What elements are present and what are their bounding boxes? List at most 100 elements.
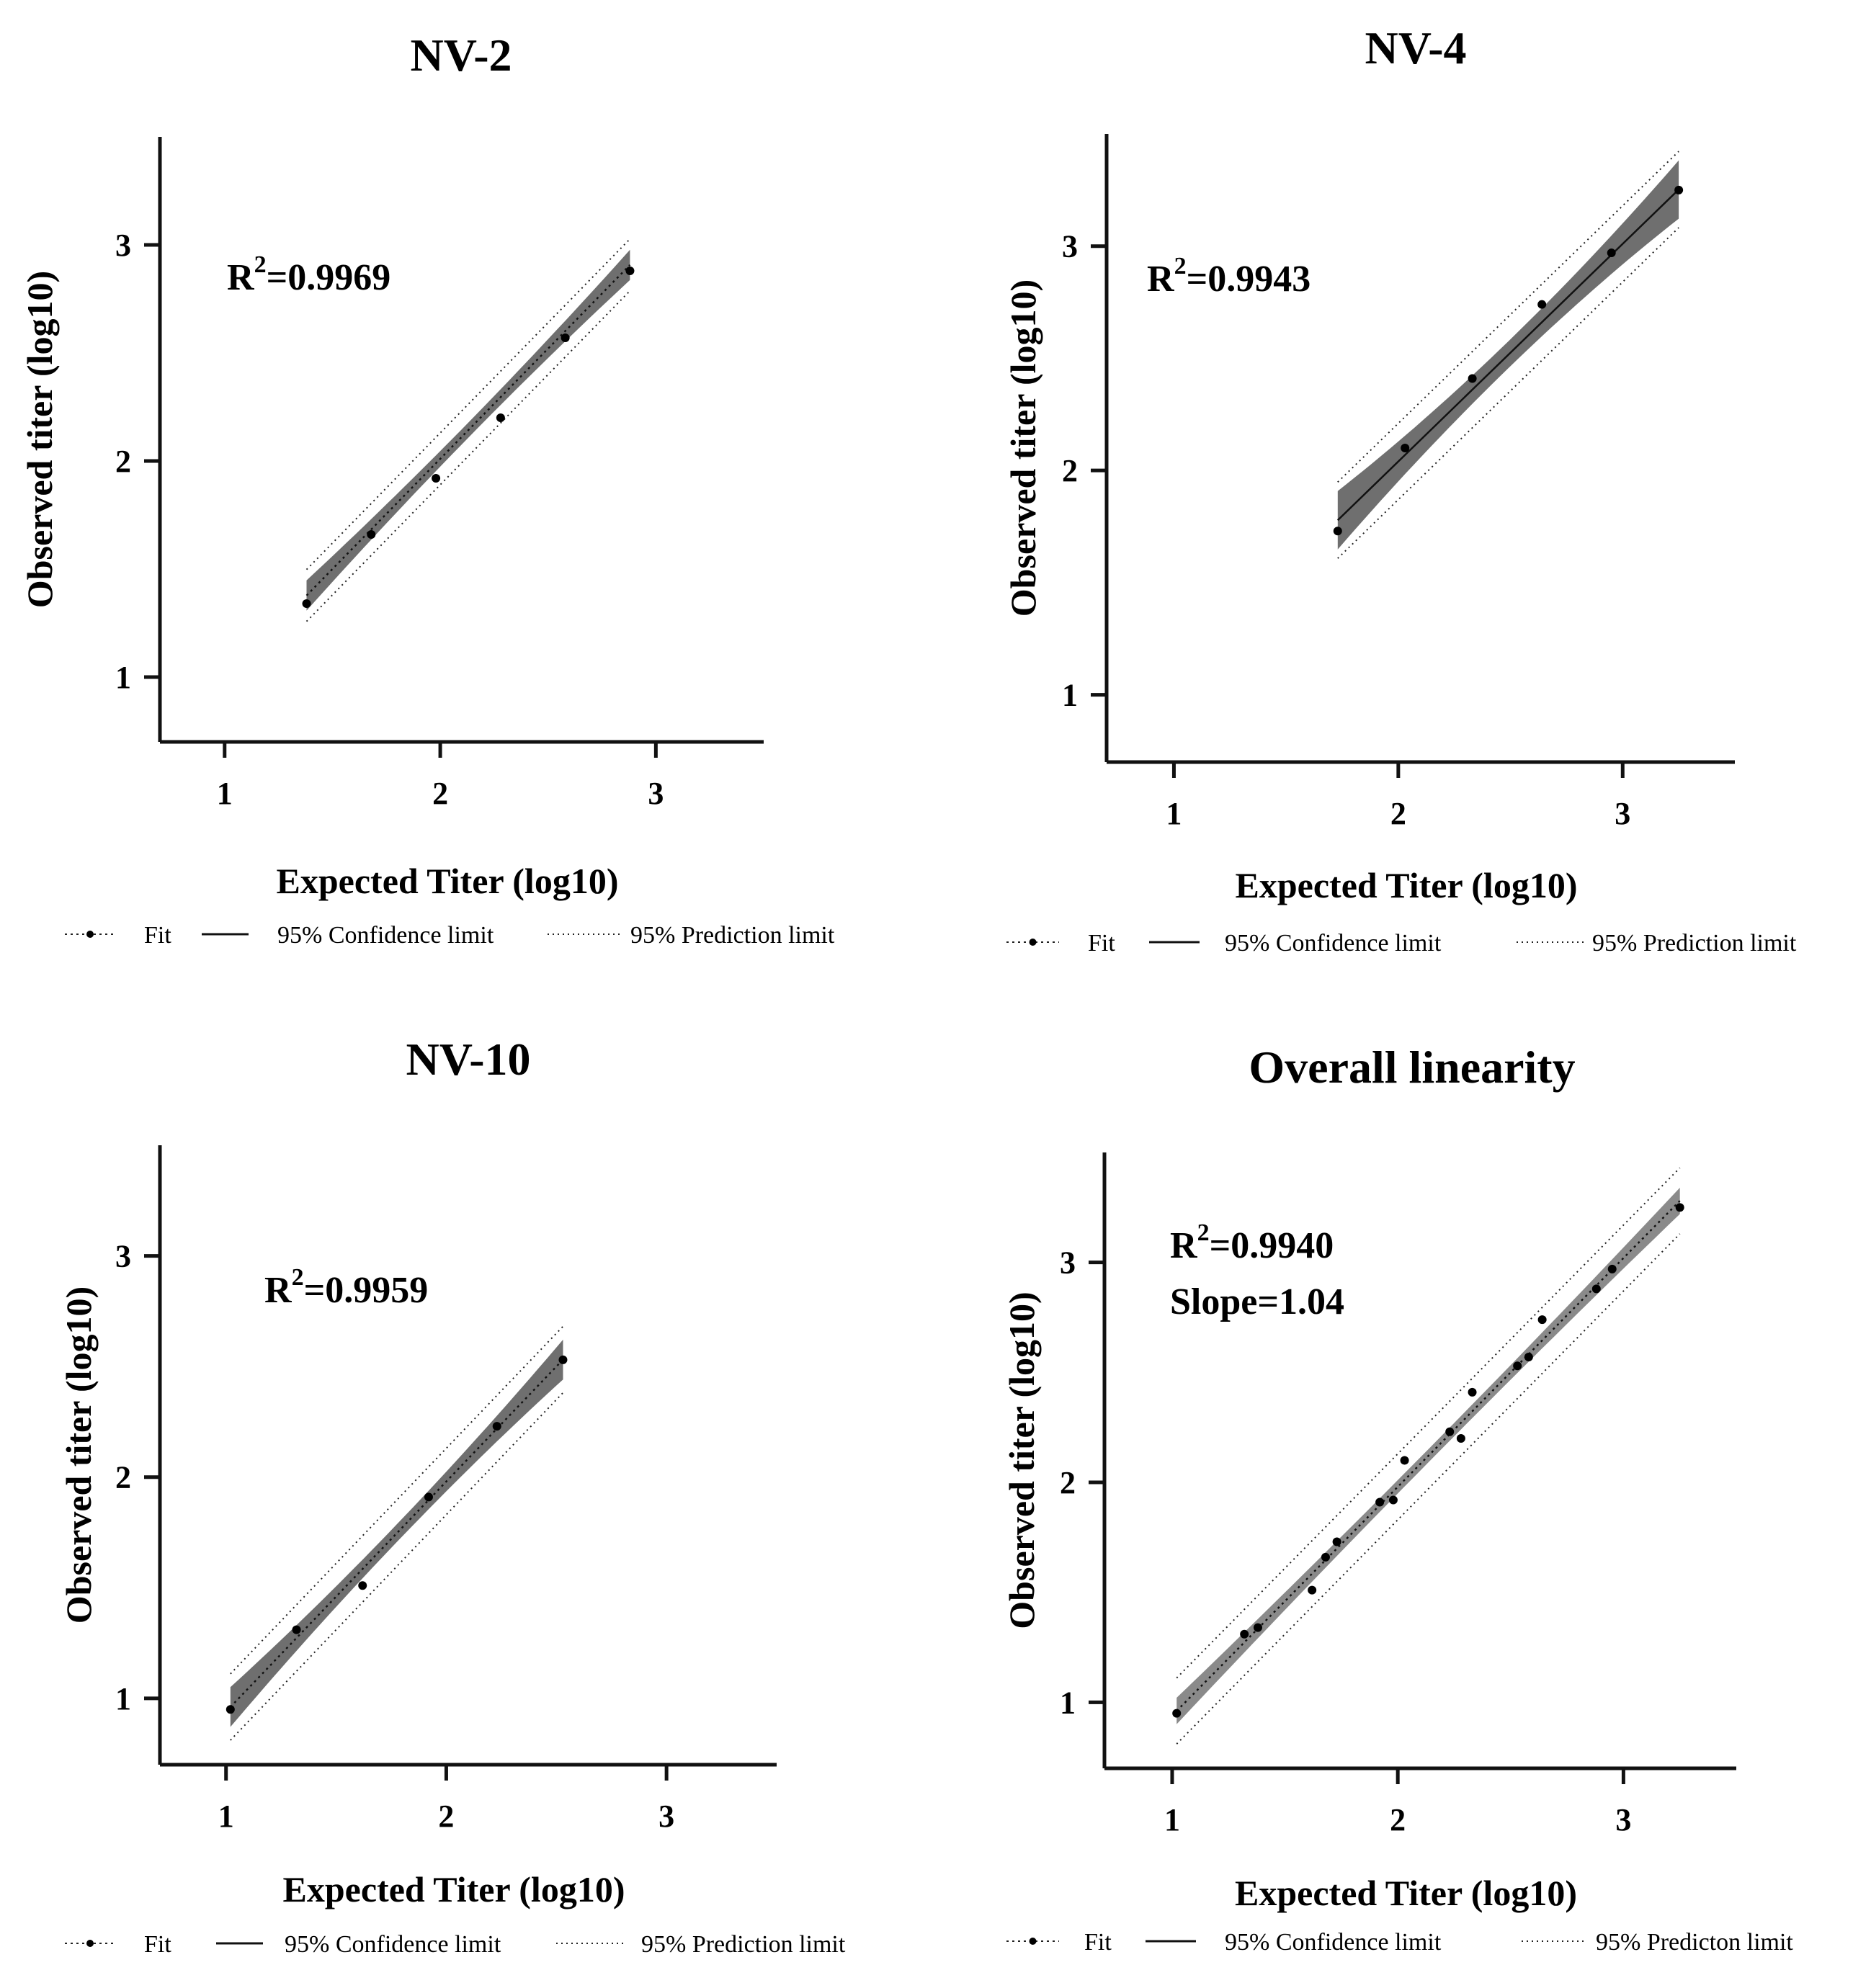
x-tick-label: 3 <box>648 776 664 811</box>
data-point <box>1591 1284 1601 1294</box>
y-tick-label: 1 <box>1060 1685 1076 1720</box>
r-squared-superscript: 2 <box>254 251 267 278</box>
y-tick-label: 3 <box>1062 229 1078 264</box>
legend-prediction-label: 95% Prediction limit <box>1592 930 1797 957</box>
data-point <box>424 1492 433 1502</box>
x-tick-label: 3 <box>1615 796 1630 831</box>
x-tick-label: 1 <box>1166 796 1182 831</box>
legend-fit-label: Fit <box>1084 1929 1112 1956</box>
prediction-limit-lower <box>230 1392 564 1741</box>
legend-fit-point <box>1029 1938 1037 1945</box>
x-tick-label: 3 <box>658 1799 674 1834</box>
data-point <box>1375 1497 1385 1507</box>
data-point <box>496 413 505 422</box>
data-point <box>561 333 570 342</box>
legend-fit-label: Fit <box>144 1931 171 1958</box>
chart-title: NV-10 <box>406 1034 531 1085</box>
x-tick-label: 1 <box>217 776 233 811</box>
data-point <box>1253 1623 1262 1632</box>
data-point <box>1400 1456 1409 1465</box>
r-squared-superscript: 2 <box>1174 253 1187 279</box>
legend-prediction-label: 95% Prediction limit <box>641 1931 846 1958</box>
data-point <box>1456 1433 1465 1443</box>
chart-title: Overall linearity <box>1249 1042 1575 1093</box>
fit-line <box>1176 1200 1681 1712</box>
r-squared-superscript: 2 <box>292 1264 304 1291</box>
r-squared-value: =0.9943 <box>1187 259 1311 300</box>
r-squared-base: R <box>1147 259 1175 300</box>
x-axis-label: Expected Titer (log10) <box>1236 865 1578 905</box>
r-squared-value: =0.9959 <box>304 1270 429 1311</box>
data-point <box>302 599 311 608</box>
data-point <box>1333 527 1342 536</box>
prediction-limit-upper <box>230 1325 564 1675</box>
r-squared-value: =0.9940 <box>1210 1225 1334 1266</box>
data-point <box>1537 1315 1547 1325</box>
r-squared-value: =0.9969 <box>267 257 391 298</box>
prediction-limit-upper <box>1337 151 1679 483</box>
r-squared-base: R <box>264 1270 293 1311</box>
data-point <box>1240 1629 1249 1639</box>
y-tick-label: 1 <box>1062 678 1078 713</box>
x-axis-label: Expected Titer (log10) <box>283 1869 625 1909</box>
fit-line <box>305 264 631 596</box>
fit-line <box>1336 189 1680 521</box>
data-point <box>1388 1495 1398 1505</box>
y-tick-label: 2 <box>1060 1465 1076 1500</box>
legend-confidence-label: 95% Confidence limit <box>285 1931 501 1958</box>
legend-fit-point <box>1029 939 1037 946</box>
chart-panel-3: NV-10 1 2 3 1 2 3 Expected Titer (log10) Observe… <box>58 1034 846 1958</box>
x-axis-label: Expected Titer (log10) <box>277 861 619 901</box>
data-point <box>1607 1264 1617 1273</box>
y-tick-label: 3 <box>115 228 131 263</box>
y-tick-label: 2 <box>1062 453 1078 488</box>
legend-prediction-label: 95% Prediction limit <box>630 922 835 949</box>
y-axis-label: Observed titer (log10) <box>1003 279 1043 617</box>
data-point <box>1607 248 1616 258</box>
r-squared-annotation: R2=0.9969 <box>227 251 390 298</box>
r-squared-annotation: R2=0.9943 <box>1147 253 1311 300</box>
r-squared-base: R <box>1170 1225 1198 1266</box>
y-tick-label: 3 <box>115 1239 131 1274</box>
data-point <box>358 1581 367 1590</box>
y-axis-label: Observed titer (log10) <box>1001 1291 1042 1629</box>
legend-fit-point <box>86 931 94 938</box>
prediction-limit-upper <box>1176 1167 1681 1679</box>
data-point <box>492 1422 501 1431</box>
x-tick-label: 2 <box>1390 1802 1406 1837</box>
legend-confidence-label: 95% Confidence limit <box>1225 930 1442 957</box>
prediction-limit-lower <box>1337 227 1679 559</box>
confidence-band <box>230 1339 563 1727</box>
legend-fit-point <box>86 1940 94 1947</box>
data-point <box>367 530 376 539</box>
data-point <box>1321 1552 1330 1562</box>
x-tick-label: 3 <box>1615 1802 1631 1837</box>
legend-confidence-label: 95% Confidence limit <box>277 922 494 949</box>
data-point <box>1401 444 1410 452</box>
r-squared-superscript: 2 <box>1197 1219 1210 1246</box>
data-point <box>1537 300 1547 309</box>
prediction-limit-lower <box>305 290 631 622</box>
chart-panel-1: NV-2 1 2 3 1 2 3 Expected Titer (log10) Observed… <box>19 30 835 949</box>
y-tick-label: 1 <box>115 660 131 695</box>
slope-annotation: Slope=1.04 <box>1170 1281 1344 1322</box>
y-tick-label: 2 <box>115 1460 131 1495</box>
data-point <box>226 1705 235 1714</box>
prediction-limit-lower <box>1176 1233 1681 1745</box>
data-point <box>1332 1537 1341 1546</box>
x-tick-label: 2 <box>432 776 448 811</box>
x-tick-label: 2 <box>438 1799 454 1834</box>
y-axis-label: Observed titer (log10) <box>58 1286 99 1624</box>
data-point <box>1308 1585 1317 1595</box>
data-point <box>1675 1203 1684 1212</box>
data-point <box>1468 374 1477 383</box>
r-squared-annotation: R2=0.9959 <box>264 1264 428 1311</box>
data-point <box>1674 185 1684 194</box>
data-point <box>292 1625 301 1634</box>
legend-confidence-label: 95% Confidence limit <box>1225 1929 1442 1956</box>
legend-fit-label: Fit <box>1088 930 1115 957</box>
x-tick-label: 1 <box>218 1799 234 1834</box>
data-point <box>1513 1361 1522 1371</box>
chart-panel-2: NV-4 1 2 3 1 2 3 Expected Titer (log10) Observed… <box>1003 22 1797 957</box>
x-tick-label: 1 <box>1164 1802 1180 1837</box>
